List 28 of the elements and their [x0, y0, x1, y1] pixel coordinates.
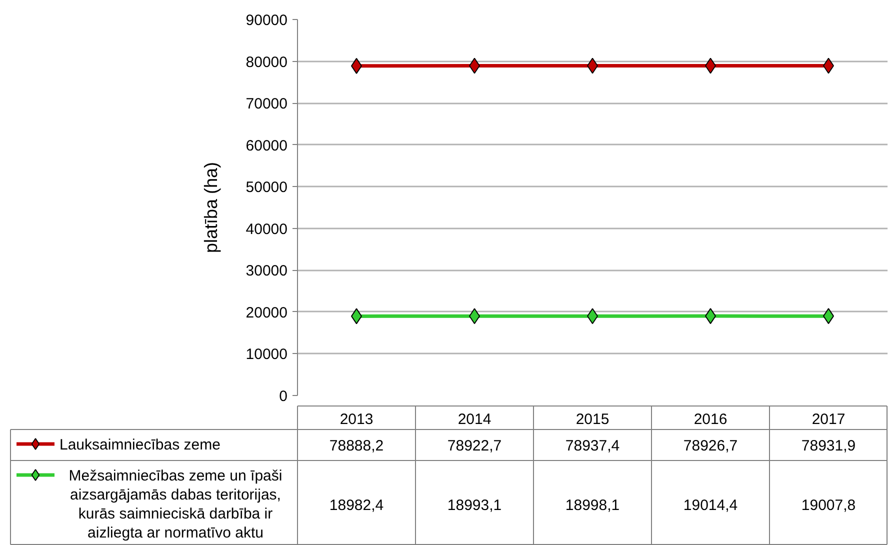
data-label: 78937,4: [565, 438, 620, 454]
y-tick-label: 40000: [246, 220, 288, 238]
y-tick-label: 0: [279, 388, 288, 405]
y-tick-label: 90000: [246, 12, 288, 29]
y-tick-label: 60000: [246, 137, 288, 154]
x-tick-label: 2015: [576, 411, 610, 428]
y-tick-label: 80000: [246, 54, 288, 71]
data-label: 19007,8: [801, 497, 856, 514]
x-tick-label: 2017: [812, 411, 846, 428]
x-tick-label: 2016: [694, 411, 728, 428]
y-tick-label: 20000: [246, 304, 288, 322]
y-axis-title: platība (ha): [200, 162, 221, 254]
x-tick-label: 2013: [340, 411, 374, 428]
y-tick-label: 50000: [246, 179, 288, 196]
x-tick-label: 2014: [458, 411, 492, 428]
y-tick-label: 30000: [246, 262, 288, 280]
data-label: 19014,4: [683, 497, 738, 514]
data-label: 18993,1: [447, 497, 502, 514]
data-label: 78926,7: [683, 438, 738, 454]
data-label: 18998,1: [565, 497, 620, 514]
y-tick-label: 70000: [246, 96, 288, 113]
legend-label: Lauksaimniecības zeme: [60, 436, 220, 454]
legend-label: Mežsaimniecības zeme un īpaši aizsargājamās dabas teritorijas, kurās saimnieciskā darbība ir aizliegta ar normatīvo aktu: [68, 468, 282, 542]
data-label: 78931,9: [801, 438, 856, 454]
data-label: 18982,4: [329, 497, 384, 514]
y-tick-label: 10000: [246, 346, 288, 364]
data-label: 78922,7: [447, 438, 502, 454]
data-label: 78888,2: [329, 438, 384, 454]
